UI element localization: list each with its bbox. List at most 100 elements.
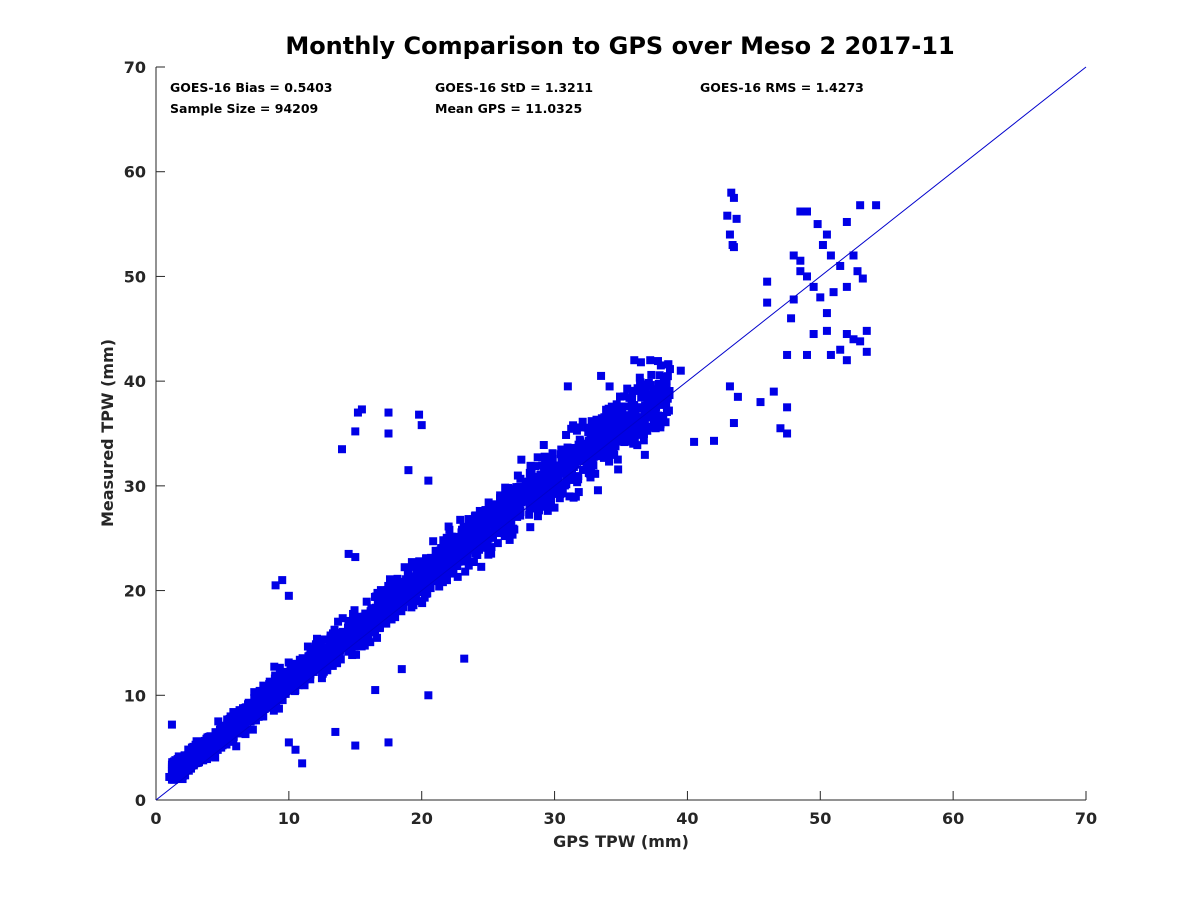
data-point [548,457,557,466]
data-point [234,729,243,738]
data-point-outlier [732,214,741,223]
data-point-outlier [727,188,736,197]
data-point [352,650,361,659]
data-point-outlier [856,337,865,346]
data-point-outlier [826,350,835,359]
data-point [508,530,517,539]
data-point [328,632,336,641]
data-point [565,492,574,501]
data-point-outlier [284,591,293,600]
data-point-outlier [756,398,765,407]
data-point [622,431,631,440]
data-point [346,635,355,644]
data-point [589,461,598,470]
data-point [505,509,514,518]
data-point [665,365,674,374]
data-point [562,480,571,489]
data-point [533,453,542,462]
data-point [542,477,551,486]
data-point [586,455,595,464]
data-point [526,461,535,470]
data-point-outlier [822,326,831,335]
data-point [449,541,458,550]
data-point [475,520,484,529]
data-point [597,420,606,429]
data-point [574,472,583,481]
data-point [487,543,496,552]
data-point [516,511,525,520]
data-point [490,527,499,536]
data-point [426,584,435,593]
data-point [425,569,434,578]
data-point [270,662,279,671]
data-point-outlier [460,654,469,663]
data-point-outlier [789,251,798,260]
data-point [566,462,574,471]
data-point [659,411,668,420]
data-point [272,682,281,691]
data-point [304,660,313,669]
data-point [393,581,402,590]
data-point [636,378,645,387]
data-point-outlier [725,230,734,239]
data-point [482,539,491,548]
data-point-outlier [842,282,851,291]
y-tick-label: 60 [124,163,146,182]
data-point-outlier [763,298,772,307]
data-point [424,558,433,567]
data-point [293,675,302,684]
data-point [651,424,660,433]
data-point [220,729,229,738]
data-point [446,569,455,578]
data-point-outlier [829,288,838,297]
data-point [526,523,535,532]
data-point-outlier [338,445,346,454]
data-point [249,701,258,710]
y-tick-label: 20 [124,582,146,601]
data-point [274,704,283,713]
data-point-outlier [723,211,732,220]
data-point-outlier [298,759,307,768]
data-point [537,488,546,497]
data-point [308,651,317,660]
data-point [288,674,297,683]
data-point [300,681,309,690]
data-point [562,430,571,439]
data-point [409,601,418,610]
x-tick-label: 70 [1075,809,1097,828]
data-point [429,537,438,546]
data-point [176,769,185,778]
data-point [553,461,562,470]
data-point [262,703,271,712]
data-point [586,473,595,482]
data-point [220,736,229,745]
data-points [165,188,881,784]
data-point [555,494,564,503]
data-point [357,642,366,651]
data-point [399,588,408,597]
x-tick-label: 20 [411,809,433,828]
data-point [554,475,563,484]
data-point [656,393,665,402]
data-point [575,449,584,458]
data-point [633,428,642,437]
data-point [294,681,303,690]
data-point [608,415,617,424]
data-point-outlier [822,230,831,239]
data-point [530,481,539,490]
data-point-outlier [344,549,353,558]
data-point [513,488,522,497]
data-point-outlier [733,392,742,401]
data-point [211,753,220,762]
data-point [639,436,648,445]
y-tick-label: 0 [135,791,146,810]
data-point [399,580,408,589]
data-point [596,437,605,446]
data-point-outlier [646,356,655,365]
data-point [627,398,636,407]
data-point [431,546,440,555]
data-point [568,449,577,457]
data-point [639,429,648,438]
data-point [376,623,384,632]
